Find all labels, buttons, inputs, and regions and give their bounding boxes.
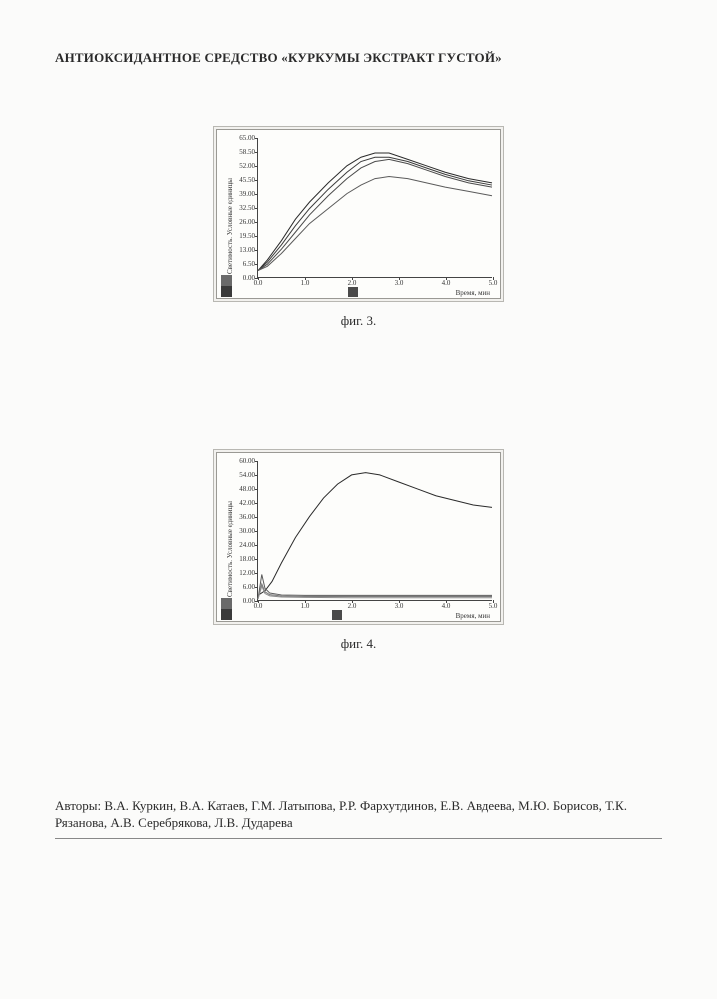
xtick-label: 3.0 <box>395 600 404 610</box>
ytick-label: 58.50 <box>239 148 258 156</box>
xtick-label: 1.0 <box>301 600 310 610</box>
yaxis-title: Светимость. Условные единицы <box>226 178 234 274</box>
xtick-label: 2.0 <box>348 600 357 610</box>
xtick-label: 0.0 <box>254 277 263 287</box>
ytick-label: 42.00 <box>239 499 258 507</box>
fig4-caption: фиг. 4. <box>55 636 662 652</box>
legend-strip <box>221 275 232 297</box>
ytick-label: 18.00 <box>239 555 258 563</box>
ytick-label: 52.00 <box>239 162 258 170</box>
xaxis-title: Время, мин <box>456 612 490 620</box>
authors-list: В.А. Куркин, В.А. Катаев, Г.М. Латыпова,… <box>55 798 627 831</box>
series-s2 <box>258 157 492 270</box>
ytick-label: 6.00 <box>243 583 258 591</box>
xtick-label: 1.0 <box>301 277 310 287</box>
ytick-label: 13.00 <box>239 246 258 254</box>
fig3-caption: фиг. 3. <box>55 313 662 329</box>
ytick-label: 30.00 <box>239 527 258 535</box>
ytick-label: 60.00 <box>239 457 258 465</box>
fig4-chart: 0.006.0012.0018.0024.0030.0036.0042.0048… <box>216 452 501 622</box>
ytick-label: 45.50 <box>239 176 258 184</box>
authors-label: Авторы: <box>55 798 101 813</box>
figure-3: 0.006.5013.0019.5026.0032.5039.0045.5052… <box>55 126 662 329</box>
series-flat1 <box>258 574 492 598</box>
ytick-label: 36.00 <box>239 513 258 521</box>
xaxis-title: Время, мин <box>456 289 490 297</box>
fig3-chart: 0.006.5013.0019.5026.0032.5039.0045.5052… <box>216 129 501 299</box>
series-main <box>258 473 492 596</box>
ytick-label: 12.00 <box>239 569 258 577</box>
legend-marker <box>332 610 342 620</box>
fig4-chart-wrap: 0.006.0012.0018.0024.0030.0036.0042.0048… <box>213 449 504 625</box>
series-flat2 <box>258 584 492 599</box>
ytick-label: 39.00 <box>239 190 258 198</box>
ytick-label: 54.00 <box>239 471 258 479</box>
ytick-label: 26.00 <box>239 218 258 226</box>
series-flat3 <box>258 586 492 599</box>
page-title: АНТИОКСИДАНТНОЕ СРЕДСТВО «КУРКУМЫ ЭКСТРА… <box>55 50 662 66</box>
authors: Авторы: В.А. Куркин, В.А. Катаев, Г.М. Л… <box>55 797 662 839</box>
xtick-label: 2.0 <box>348 277 357 287</box>
xtick-label: 4.0 <box>442 600 451 610</box>
ytick-label: 65.00 <box>239 134 258 142</box>
xtick-label: 5.0 <box>489 277 498 287</box>
xtick-label: 4.0 <box>442 277 451 287</box>
ytick-label: 48.00 <box>239 485 258 493</box>
xtick-label: 0.0 <box>254 600 263 610</box>
ytick-label: 6.50 <box>243 260 258 268</box>
series-s1 <box>258 153 492 271</box>
ytick-label: 32.50 <box>239 204 258 212</box>
yaxis-title: Светимость. Условные единицы <box>226 501 234 597</box>
fig3-chart-wrap: 0.006.5013.0019.5026.0032.5039.0045.5052… <box>213 126 504 302</box>
xtick-label: 5.0 <box>489 600 498 610</box>
series-s3 <box>258 159 492 270</box>
ytick-label: 24.00 <box>239 541 258 549</box>
legend-strip <box>221 598 232 620</box>
ytick-label: 19.50 <box>239 232 258 240</box>
xtick-label: 3.0 <box>395 277 404 287</box>
figure-4: 0.006.0012.0018.0024.0030.0036.0042.0048… <box>55 449 662 652</box>
legend-marker <box>348 287 358 297</box>
